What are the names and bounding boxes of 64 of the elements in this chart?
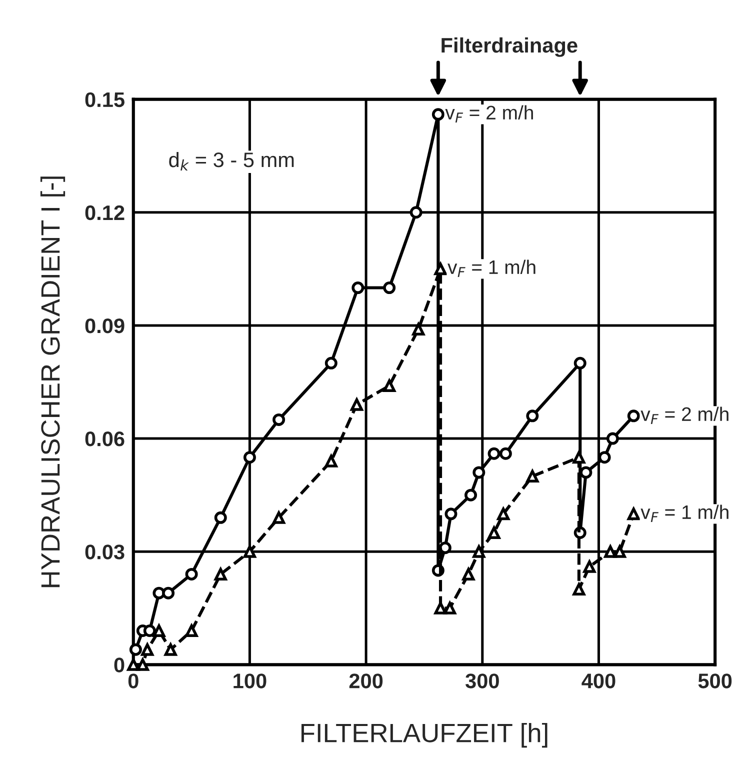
x-tick-label: 500 (698, 674, 732, 688)
point (129, 643, 142, 656)
point (350, 398, 363, 411)
y-tick-label: 0.15 (85, 92, 124, 108)
point (412, 322, 425, 336)
point (438, 542, 452, 554)
point (526, 470, 539, 482)
point (472, 466, 486, 479)
point (627, 410, 640, 422)
point (432, 108, 444, 121)
point (574, 356, 586, 370)
point (383, 282, 396, 294)
point (143, 624, 156, 638)
point (444, 508, 458, 520)
point (604, 545, 617, 558)
x-axis-title: FILTERLAUFZEIT [h] (301, 722, 548, 748)
x-tick-label: 400 (582, 674, 616, 688)
point (272, 413, 286, 426)
point (499, 447, 512, 460)
y-tick-label: 0.09 (85, 318, 124, 334)
point (434, 262, 447, 276)
text: Filterdrainage (442, 37, 578, 57)
point (526, 410, 539, 422)
point (434, 602, 447, 614)
point (324, 454, 338, 468)
point (627, 508, 640, 520)
point (324, 356, 338, 370)
x-tick-label: 300 (465, 674, 499, 688)
x-tick-label: 100 (234, 674, 266, 688)
point (598, 451, 611, 464)
annotation: v$_{F}$ = 1 m/h (640, 504, 728, 522)
y-tick-label: 0.06 (85, 432, 124, 446)
point (141, 643, 154, 656)
point (136, 658, 149, 671)
y-tick-label: 0.03 (85, 544, 124, 560)
point (214, 568, 227, 580)
point (572, 451, 586, 464)
point (464, 488, 478, 502)
point (243, 451, 256, 464)
y-tick-label: 0.12 (85, 205, 124, 220)
point (488, 447, 500, 460)
annotation: v$_{F}$ = 1 m/h (448, 260, 536, 278)
y-tick-label: 0 (114, 658, 124, 672)
point (444, 602, 456, 614)
y-axis-title: HYDRAULISCHER GRADIENT I [-] (40, 176, 66, 588)
annotation: v$_{F}$ = 2 m/h (445, 105, 533, 123)
point (410, 206, 422, 219)
point (462, 568, 475, 580)
x-tick-label: 200 (349, 674, 383, 688)
point (272, 511, 286, 524)
point (162, 586, 175, 600)
point (352, 282, 364, 294)
point (606, 432, 619, 445)
point (185, 568, 198, 580)
point (583, 560, 596, 573)
annotation: d$_{k}$ = 3 - 5 mm (169, 152, 294, 170)
point (214, 511, 227, 524)
x-tick-label: 0 (128, 674, 138, 688)
point (472, 545, 486, 558)
point (243, 545, 256, 558)
point (164, 643, 177, 656)
annotation: v$_{F}$ = 2 m/h (640, 406, 728, 424)
point (497, 508, 510, 520)
point (613, 545, 626, 558)
